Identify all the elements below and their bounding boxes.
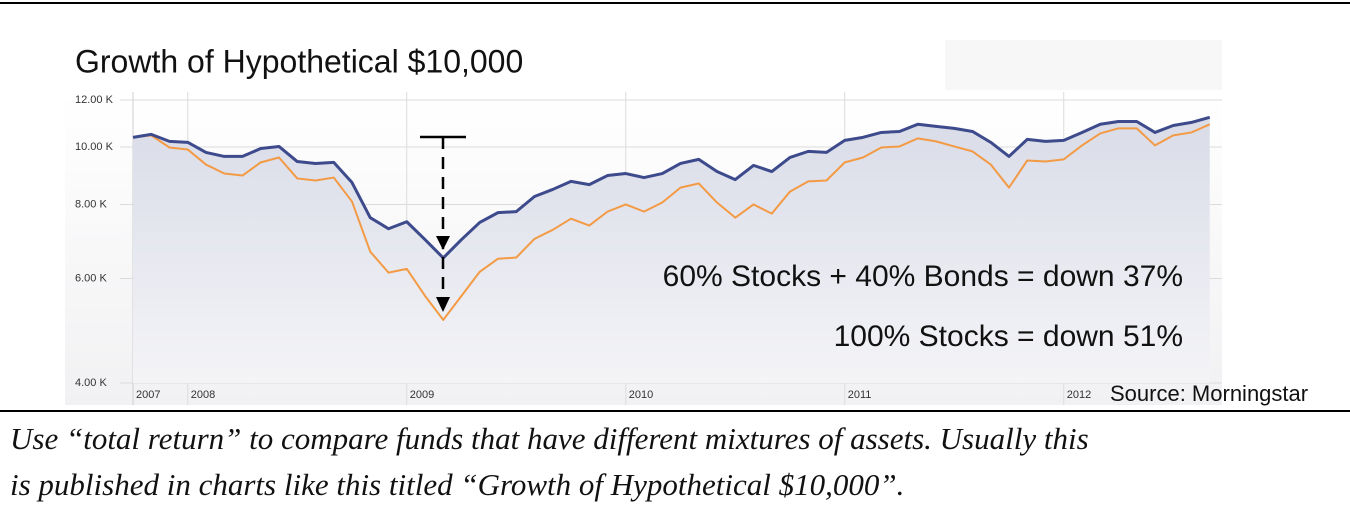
y-tick-label: 6.00 K — [75, 272, 107, 284]
x-tick-label: 2008 — [191, 389, 215, 401]
x-tick-label: 2011 — [848, 389, 872, 401]
y-tick-label: 12.00 K — [75, 94, 114, 106]
chart-title: Growth of Hypothetical $10,000 — [75, 43, 523, 79]
y-tick-label: 10.00 K — [75, 141, 114, 153]
marks — [132, 115, 1211, 384]
caption-line: is published in charts like this titled … — [10, 467, 904, 502]
area-fill — [133, 117, 1210, 384]
annotation: 100% Stocks = down 51% — [834, 320, 1183, 353]
x-tick-label: 2012 — [1067, 389, 1091, 401]
series-line — [132, 115, 1211, 260]
y-tick-label: 8.00 K — [75, 198, 107, 210]
y-tick-label: 4.00 K — [75, 377, 107, 389]
x-tick-label: 2010 — [629, 389, 653, 401]
x-tick-label: 2009 — [410, 389, 434, 401]
caption-line: Use “total return” to compare funds that… — [10, 421, 1089, 456]
annotation: 60% Stocks + 40% Bonds = down 37% — [663, 260, 1183, 293]
header-band — [945, 40, 1222, 90]
drop-arrow — [420, 135, 466, 312]
series-line — [132, 123, 1211, 321]
x-tick-label: 2007 — [136, 389, 160, 401]
source: Source: Morningstar — [1110, 381, 1308, 406]
